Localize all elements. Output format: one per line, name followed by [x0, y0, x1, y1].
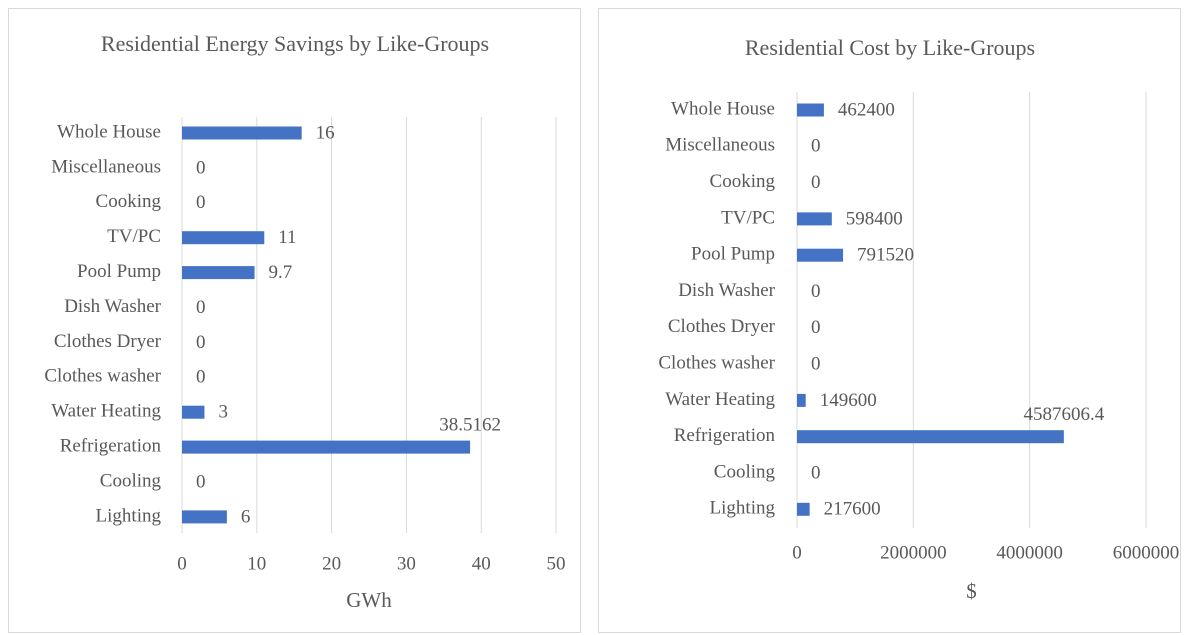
- data-label: 0: [196, 297, 206, 318]
- chart-title: Residential Cost by Like-Groups: [744, 35, 1036, 60]
- bar: [182, 231, 265, 245]
- y-tick-label: Clothes washer: [44, 366, 161, 387]
- data-label: 149600: [820, 390, 877, 411]
- data-label: 0: [811, 462, 821, 483]
- data-label: 0: [811, 353, 821, 374]
- data-label: 6: [241, 506, 251, 527]
- y-tick-label: Cooking: [96, 191, 162, 212]
- bar: [797, 430, 1064, 444]
- y-tick-label: Refrigeration: [60, 435, 162, 456]
- data-label: 217600: [824, 499, 881, 520]
- x-tick-label: 2000000: [880, 542, 947, 563]
- x-tick-label: 50: [547, 553, 566, 574]
- data-label: 0: [196, 332, 206, 353]
- y-tick-label: Clothes Dryer: [668, 316, 776, 337]
- data-label: 3: [218, 402, 228, 423]
- y-tick-label: Dish Washer: [64, 296, 161, 317]
- data-label: 0: [811, 281, 821, 302]
- bar: [797, 212, 832, 226]
- bar: [182, 510, 227, 524]
- y-tick-label: Whole House: [671, 98, 775, 119]
- data-label: 0: [196, 192, 206, 213]
- bar: [797, 502, 810, 516]
- data-label: 0: [196, 157, 206, 178]
- data-label: 0: [811, 172, 821, 193]
- y-tick-label: Cooking: [710, 171, 776, 192]
- y-tick-label: Refrigeration: [674, 425, 776, 446]
- x-tick-label: 40: [472, 553, 491, 574]
- data-label: 462400: [838, 99, 895, 120]
- data-label: 0: [196, 367, 206, 388]
- x-tick-label: 20: [322, 553, 341, 574]
- y-tick-label: TV/PC: [721, 207, 775, 228]
- data-label: 0: [196, 471, 206, 492]
- data-label: 4587606.4: [1023, 404, 1104, 425]
- chart-panel: [598, 8, 1181, 633]
- y-tick-label: Water Heating: [51, 401, 161, 422]
- data-label: 791520: [857, 245, 914, 266]
- x-axis-label: GWh: [346, 588, 392, 612]
- y-tick-label: Dish Washer: [678, 280, 775, 301]
- chart-title: Residential Energy Savings by Like-Group…: [100, 31, 490, 56]
- x-tick-label: 30: [397, 553, 416, 574]
- bar: [797, 393, 806, 407]
- y-tick-label: Cooling: [714, 461, 776, 482]
- y-tick-label: Water Heating: [665, 389, 775, 410]
- y-tick-label: Clothes Dryer: [54, 331, 162, 352]
- bar: [182, 126, 302, 140]
- data-label: 16: [316, 122, 335, 143]
- data-label: 9.7: [269, 262, 293, 283]
- x-tick-label: 10: [247, 553, 266, 574]
- x-axis-label: $: [966, 579, 977, 603]
- x-tick-label: 0: [177, 553, 187, 574]
- data-label: 38.5162: [439, 414, 501, 435]
- bar: [797, 248, 844, 262]
- data-label: 0: [811, 317, 821, 338]
- bar: [182, 405, 205, 419]
- y-tick-label: TV/PC: [107, 226, 161, 247]
- y-tick-label: Pool Pump: [691, 244, 775, 265]
- bar: [182, 266, 255, 280]
- y-tick-label: Whole House: [57, 121, 161, 142]
- y-tick-label: Clothes washer: [658, 352, 775, 373]
- x-tick-label: 0: [792, 542, 802, 563]
- y-tick-label: Lighting: [96, 505, 162, 526]
- data-label: 11: [278, 227, 296, 248]
- y-tick-label: Miscellaneous: [665, 135, 775, 156]
- y-tick-label: Miscellaneous: [51, 156, 161, 177]
- bar: [182, 440, 471, 454]
- data-label: 0: [811, 136, 821, 157]
- y-tick-label: Pool Pump: [77, 261, 161, 282]
- data-label: 598400: [846, 208, 903, 229]
- x-tick-label: 4000000: [996, 542, 1063, 563]
- bar: [797, 103, 824, 117]
- y-tick-label: Cooling: [100, 470, 162, 491]
- y-tick-label: Lighting: [710, 498, 776, 519]
- x-tick-label: 6000000: [1113, 542, 1180, 563]
- chart-panel: [8, 8, 581, 633]
